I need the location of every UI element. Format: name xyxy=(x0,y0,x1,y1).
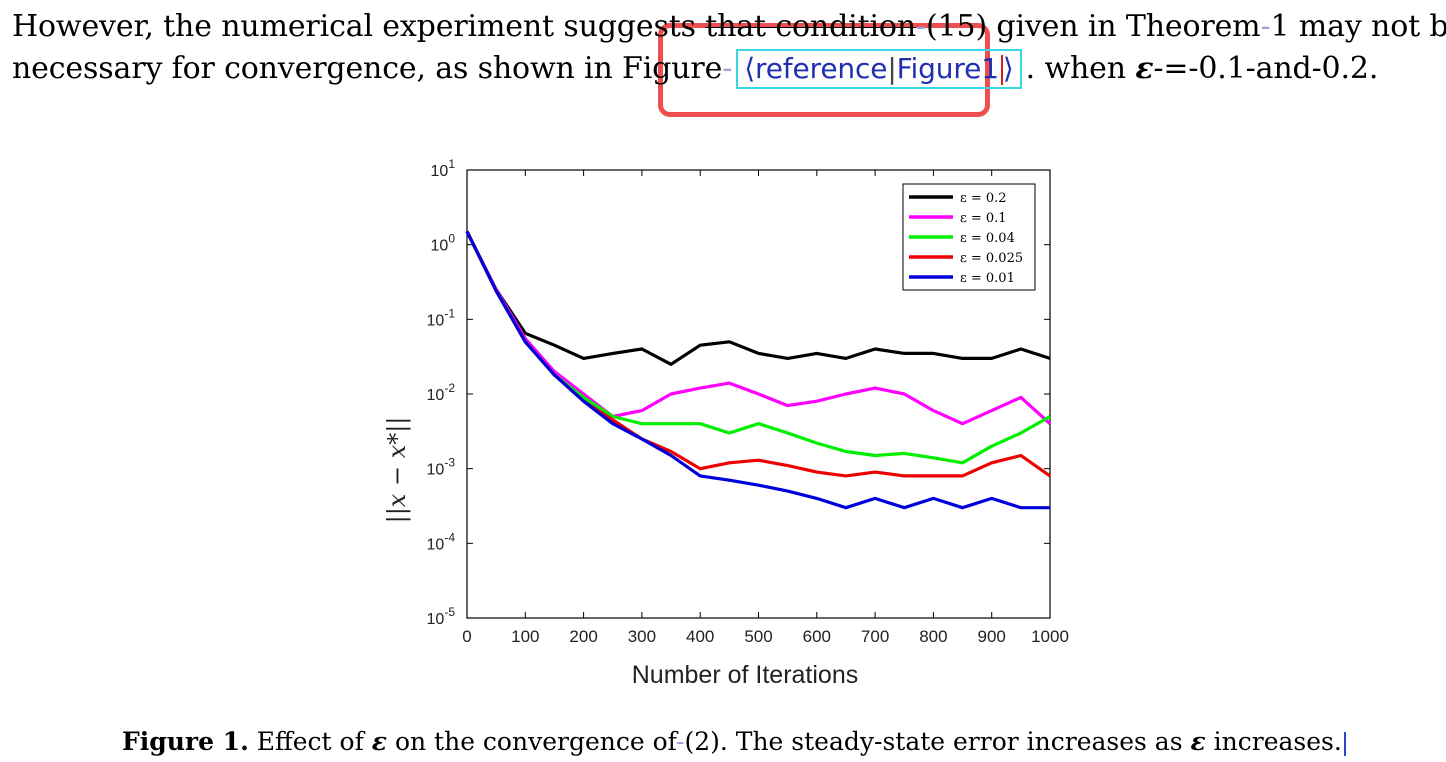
series-line xyxy=(465,230,1050,510)
y-tick-label: 101 xyxy=(431,157,456,180)
x-tick-label: 200 xyxy=(569,627,597,646)
series-line xyxy=(465,230,1052,426)
x-tick-labels: 0 100 200 300 400 500 600 700 800 900 1000 xyxy=(462,627,1069,646)
caption-text: on the convergence of xyxy=(387,727,677,756)
space-marker: - xyxy=(1260,9,1271,44)
highlight-box xyxy=(658,23,990,117)
ref-separator: | xyxy=(887,52,897,85)
text-run: (15) given in Theorem xyxy=(926,9,1261,44)
epsilon-symbol: ε xyxy=(1190,727,1206,756)
text-run: However, the numerical experiment sugges… xyxy=(12,9,706,44)
axis-ticks xyxy=(466,169,1051,619)
space-marker: - xyxy=(916,9,927,44)
x-tick-label: 0 xyxy=(462,627,471,646)
x-tick-label: 900 xyxy=(978,627,1006,646)
caption-text: Effect of xyxy=(248,727,372,756)
y-axis-label: ||x − x*|| xyxy=(383,417,412,524)
legend-entry: ε = 0.01 xyxy=(960,271,1015,286)
y-tick-label: 100 xyxy=(431,232,456,255)
y-tick-label: 10-4 xyxy=(427,530,456,553)
text-run: 1 may not be xyxy=(1270,9,1446,44)
x-tick-label: 600 xyxy=(803,627,831,646)
legend-entry: ε = 0.1 xyxy=(960,211,1007,226)
epsilon-symbol: ε xyxy=(371,727,387,756)
y-tick-label: 10-2 xyxy=(427,381,456,404)
ref-open-bracket: ⟨ xyxy=(744,52,755,85)
text-cursor xyxy=(1000,55,1003,85)
ref-target[interactable]: Figure1 xyxy=(896,52,999,85)
reference-tag[interactable]: ⟨reference|Figure1 ⟩ xyxy=(736,49,1022,89)
y-tick-label: 10-1 xyxy=(427,306,456,329)
caption-text: increases. xyxy=(1205,727,1342,756)
x-tick-label: 700 xyxy=(861,627,889,646)
x-tick-label: 100 xyxy=(511,627,539,646)
x-tick-label: 400 xyxy=(686,627,714,646)
ref-close-bracket: ⟩ xyxy=(1002,52,1014,85)
paragraph-line-2: necessary for convergence, as shown in F… xyxy=(12,48,1438,90)
caption-text: (2). The steady-state error increases as xyxy=(684,727,1191,756)
legend: ε = 0.2 ε = 0.1 ε = 0.04 ε = 0.025 ε = 0.01 xyxy=(902,183,1036,291)
deleted-text: that condition xyxy=(705,9,917,44)
y-tick-label: 10-5 xyxy=(427,605,456,628)
x-tick-label: 1000 xyxy=(1031,627,1069,646)
figure-label: Figure 1. xyxy=(122,727,249,756)
paragraph: However, the numerical experiment sugges… xyxy=(12,6,1446,90)
x-tick-label: 800 xyxy=(919,627,947,646)
text-run: necessary for convergence, as shown in F… xyxy=(12,51,723,86)
legend-entry: ε = 0.04 xyxy=(960,231,1015,246)
text-run: . when xyxy=(1025,51,1136,86)
epsilon-symbol: ε xyxy=(1135,51,1154,86)
space-marker: - xyxy=(722,51,733,86)
space-marker: - xyxy=(676,727,685,756)
x-tick-label: 300 xyxy=(628,627,656,646)
y-tick-label: 10-3 xyxy=(427,456,456,479)
series-lines xyxy=(465,230,1052,510)
x-tick-label: 500 xyxy=(744,627,772,646)
ref-kind: reference xyxy=(754,52,888,85)
figure-caption: Figure 1. Effect of ε on the convergence… xyxy=(122,724,1422,760)
series-line xyxy=(465,230,1051,366)
x-axis-label: Number of Iterations xyxy=(632,661,859,689)
paragraph-end-marker xyxy=(1343,731,1352,756)
paragraph-line-1: However, the numerical experiment sugges… xyxy=(12,6,1446,48)
y-tick-labels: 101 100 10-1 10-2 10-3 10-4 10-5 xyxy=(427,157,456,628)
text-run: -=-0.1-and-0.2. xyxy=(1153,51,1379,86)
legend-entry: ε = 0.025 xyxy=(960,251,1023,266)
convergence-chart: 0 100 200 300 400 500 600 700 800 900 1000 1011001… xyxy=(383,157,1069,689)
legend-entry: ε = 0.2 xyxy=(960,191,1007,206)
